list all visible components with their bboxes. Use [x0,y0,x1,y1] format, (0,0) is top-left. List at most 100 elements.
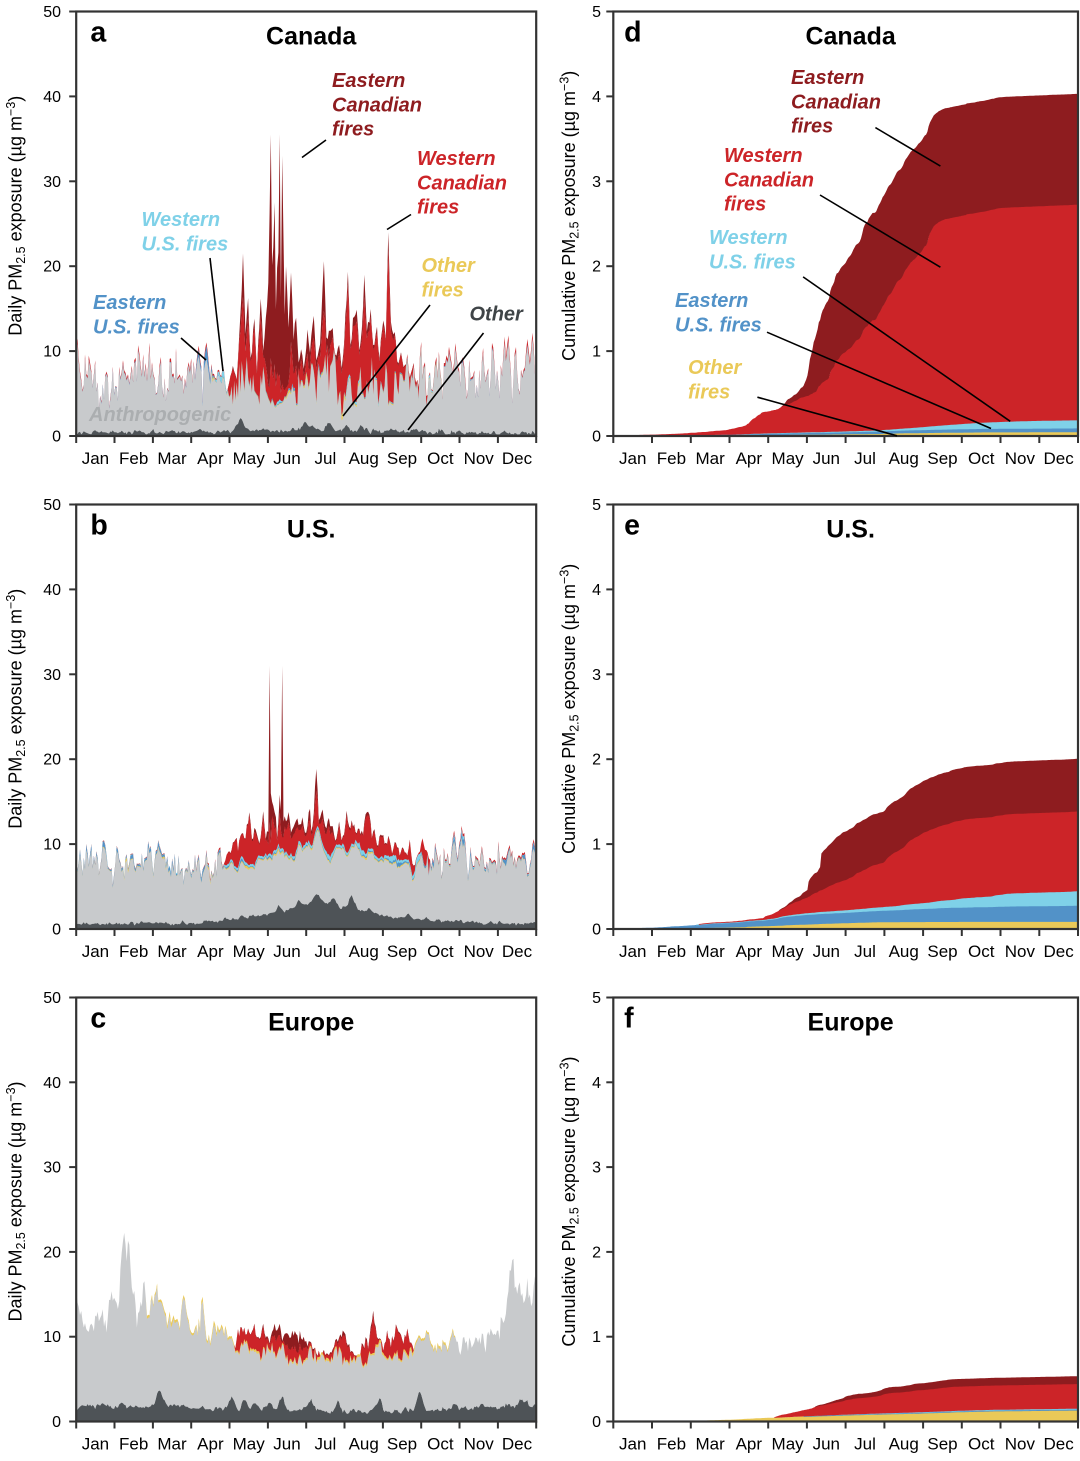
svg-text:Dec: Dec [502,942,533,961]
svg-text:Sep: Sep [387,449,417,468]
svg-text:Dec: Dec [502,449,533,468]
svg-text:Jul: Jul [854,1435,876,1454]
svg-text:May: May [233,942,266,961]
svg-text:Jul: Jul [315,942,337,961]
svg-text:Aug: Aug [349,942,379,961]
svg-text:Cumulative PM2.5 exposure (µg: Cumulative PM2.5 exposure (µg m−3) [558,1056,582,1346]
svg-text:Apr: Apr [736,449,763,468]
svg-text:Jun: Jun [273,1435,300,1454]
svg-text:0: 0 [52,429,61,446]
svg-text:U.S.: U.S. [287,516,336,544]
svg-text:Apr: Apr [197,1435,224,1454]
svg-text:Europe: Europe [268,1009,354,1037]
svg-text:Mar: Mar [157,942,187,961]
svg-text:50: 50 [43,497,61,514]
svg-text:Feb: Feb [657,942,686,961]
svg-text:f: f [624,1002,634,1034]
svg-text:Canada: Canada [266,23,357,51]
svg-text:0: 0 [592,922,601,939]
svg-text:2: 2 [592,259,601,276]
svg-text:2: 2 [592,752,601,769]
svg-text:3: 3 [592,667,601,684]
svg-text:Oct: Oct [968,942,995,961]
svg-text:Nov: Nov [464,942,495,961]
svg-text:5: 5 [592,4,601,21]
svg-text:Cumulative PM2.5 exposure (µg: Cumulative PM2.5 exposure (µg m−3) [558,71,582,361]
svg-text:0: 0 [52,1414,61,1431]
svg-text:Jan: Jan [619,942,646,961]
svg-text:Mar: Mar [695,1435,725,1454]
svg-text:Daily PM2.5 exposure (µg m−3): Daily PM2.5 exposure (µg m−3) [4,96,28,336]
svg-text:20: 20 [43,752,61,769]
svg-text:Oct: Oct [427,449,454,468]
svg-text:Oct: Oct [968,1435,995,1454]
svg-text:0: 0 [592,1414,601,1431]
svg-text:40: 40 [43,582,61,599]
svg-text:Mar: Mar [157,449,187,468]
svg-text:May: May [772,942,805,961]
svg-text:Sep: Sep [927,942,957,961]
svg-text:Oct: Oct [427,1435,454,1454]
svg-text:Cumulative PM2.5 exposure (µg: Cumulative PM2.5 exposure (µg m−3) [558,564,582,854]
svg-text:Aug: Aug [889,942,919,961]
svg-text:4: 4 [592,582,601,599]
svg-text:May: May [772,1435,805,1454]
svg-text:Jun: Jun [273,449,300,468]
svg-text:10: 10 [43,344,61,361]
svg-text:Jan: Jan [82,942,109,961]
svg-text:Feb: Feb [657,1435,686,1454]
svg-text:Dec: Dec [502,1435,533,1454]
svg-text:Mar: Mar [695,942,725,961]
svg-text:1: 1 [592,1329,601,1346]
svg-text:10: 10 [43,1329,61,1346]
svg-text:1: 1 [592,344,601,361]
svg-text:Jul: Jul [315,449,337,468]
svg-text:4: 4 [592,89,601,106]
svg-text:Daily PM2.5 exposure (µg m−3): Daily PM2.5 exposure (µg m−3) [4,589,28,829]
svg-text:Jan: Jan [619,1435,646,1454]
svg-text:Jan: Jan [619,449,646,468]
svg-text:c: c [90,1002,106,1034]
svg-text:Aug: Aug [889,449,919,468]
svg-text:Jul: Jul [854,942,876,961]
svg-text:5: 5 [592,497,601,514]
svg-text:30: 30 [43,174,61,191]
svg-text:Jun: Jun [813,449,840,468]
svg-text:50: 50 [43,990,61,1007]
svg-text:Canada: Canada [805,23,896,51]
svg-text:Jul: Jul [315,1435,337,1454]
svg-text:Daily PM2.5 exposure (µg m−3): Daily PM2.5 exposure (µg m−3) [4,1081,28,1321]
svg-text:Dec: Dec [1043,449,1074,468]
svg-text:Other: Other [470,304,525,326]
svg-text:Feb: Feb [657,449,686,468]
svg-text:Nov: Nov [1005,1435,1036,1454]
svg-text:Nov: Nov [464,449,495,468]
svg-text:Aug: Aug [889,1435,919,1454]
svg-text:5: 5 [592,990,601,1007]
svg-text:Aug: Aug [349,449,379,468]
svg-text:Aug: Aug [349,1435,379,1454]
svg-text:Apr: Apr [736,942,763,961]
svg-text:d: d [624,16,641,48]
svg-text:Oct: Oct [427,942,454,961]
svg-text:30: 30 [43,667,61,684]
svg-text:Nov: Nov [1005,942,1036,961]
svg-text:20: 20 [43,259,61,276]
svg-text:Anthropogenic: Anthropogenic [88,404,231,426]
svg-text:40: 40 [43,89,61,106]
svg-text:Sep: Sep [387,942,417,961]
svg-text:Dec: Dec [1043,1435,1074,1454]
svg-text:Apr: Apr [197,449,224,468]
svg-text:Feb: Feb [119,942,148,961]
svg-text:Sep: Sep [927,1435,957,1454]
svg-text:May: May [233,449,266,468]
svg-text:Jun: Jun [813,1435,840,1454]
svg-text:May: May [772,449,805,468]
svg-text:1: 1 [592,837,601,854]
